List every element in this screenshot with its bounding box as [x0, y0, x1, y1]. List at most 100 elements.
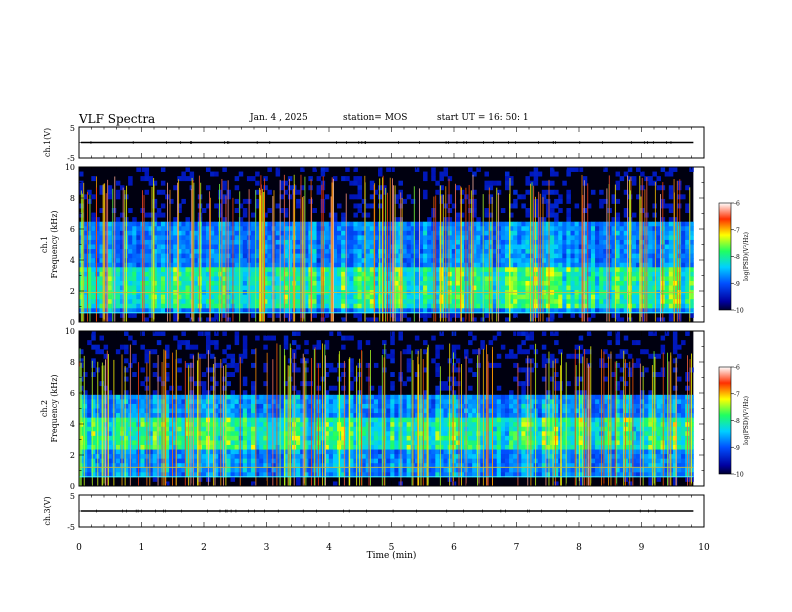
sferic-streak: [97, 361, 99, 486]
sferic-streak: [332, 178, 334, 322]
sferic-streak: [225, 195, 227, 322]
sferic-streak: [343, 360, 345, 486]
sferic-streak: [623, 350, 625, 486]
sferic-streak: [107, 179, 109, 322]
sferic-streak: [470, 190, 472, 322]
y-tick-label: 0: [70, 318, 75, 327]
sferic-streak: [80, 362, 82, 486]
sferic-streak: [491, 346, 493, 486]
sferic-streak: [169, 189, 171, 322]
sferic-streak: [207, 350, 209, 486]
sferic-streak: [311, 197, 313, 322]
sferic-streak: [310, 179, 312, 322]
sferic-streak: [392, 178, 393, 322]
sferic-streak: [178, 179, 180, 322]
sferic-streak: [625, 359, 626, 486]
sferic-streak: [304, 357, 305, 486]
x-tick-label: 6: [451, 543, 457, 553]
sferic-streak: [455, 183, 456, 322]
y-axis-label-frequency: Frequency (kHz): [50, 374, 59, 442]
sferic-streak: [263, 194, 265, 322]
sferic-streak: [321, 184, 323, 322]
sferic-streak: [667, 352, 668, 486]
sferic-streak: [477, 355, 478, 486]
sferic-streak: [627, 175, 628, 322]
sferic-streak: [200, 182, 202, 322]
sferic-streak: [172, 352, 173, 486]
sferic-streak: [691, 353, 692, 486]
sferic-streak: [496, 187, 498, 322]
sferic-streak: [660, 194, 661, 322]
sferic-streak: [113, 359, 115, 486]
sferic-streak: [272, 196, 274, 322]
sferic-streak: [317, 363, 319, 486]
station-label: station= MOS: [343, 113, 408, 123]
sferic-streak: [530, 358, 532, 486]
ch2-spectrogram-image: [79, 331, 694, 487]
sferic-streak: [654, 181, 656, 322]
sferic-streak: [322, 343, 323, 486]
sferic-streak: [449, 343, 451, 486]
sferic-streak: [95, 187, 97, 322]
sferic-streak: [387, 192, 388, 322]
sferic-streak: [263, 192, 264, 322]
sferic-streak: [412, 359, 414, 486]
sferic-streak: [122, 187, 124, 322]
sferic-streak: [608, 356, 609, 486]
y-axis-label-channel: ch.2: [40, 400, 49, 417]
colorbar-tick-label: -10: [734, 308, 744, 315]
sferic-streak: [239, 191, 241, 322]
sferic-streak: [460, 187, 462, 322]
sferic-streak: [642, 365, 644, 486]
sferic-streak: [498, 192, 500, 322]
x-tick-label: 7: [514, 543, 520, 553]
colorbar: [718, 366, 732, 475]
sferic-streak: [261, 188, 263, 322]
sferic-streak: [221, 178, 223, 322]
sferic-streak: [83, 182, 85, 322]
sferic-streak: [279, 344, 281, 486]
sferic-streak: [103, 365, 105, 486]
sferic-streak: [239, 357, 241, 486]
sferic-streak: [653, 351, 655, 486]
sferic-streak: [639, 175, 641, 322]
sferic-streak: [427, 344, 429, 486]
sferic-streak: [640, 196, 642, 322]
colorbar-tick-label: -9: [734, 281, 740, 288]
sferic-streak: [255, 190, 257, 322]
sferic-streak: [509, 193, 511, 322]
sferic-streak: [393, 185, 394, 322]
sferic-streak: [322, 176, 324, 322]
sferic-streak: [212, 363, 214, 486]
sferic-streak: [488, 187, 490, 322]
sferic-streak: [368, 363, 370, 486]
sferic-streak: [105, 359, 106, 486]
sferic-streak: [284, 355, 286, 486]
ch1-spectrogram-image: [79, 167, 694, 323]
y-tick-label: 4: [70, 256, 75, 265]
sferic-streak: [83, 355, 85, 486]
sferic-streak: [232, 197, 234, 322]
sferic-streak: [370, 350, 371, 486]
x-tick-label: 1: [139, 543, 145, 553]
sferic-streak: [266, 352, 268, 486]
sferic-streak: [426, 347, 428, 486]
sferic-streak: [662, 352, 664, 486]
sferic-streak: [491, 197, 493, 322]
sferic-streak: [313, 348, 315, 486]
colorbar-tick-label: -6: [734, 201, 740, 208]
sferic-streak: [138, 362, 139, 486]
sferic-streak: [192, 355, 194, 486]
sferic-streak: [157, 355, 159, 486]
sferic-streak: [651, 365, 653, 486]
sferic-streak: [177, 182, 179, 322]
y-tick-label: 10: [65, 163, 75, 172]
sferic-streak: [349, 357, 351, 486]
y-tick-label: 5: [70, 492, 75, 501]
sferic-streak: [345, 193, 347, 322]
y-tick-label: 8: [70, 358, 75, 367]
sferic-streak: [324, 344, 326, 486]
sferic-streak: [440, 195, 442, 322]
sferic-streak: [578, 345, 580, 486]
sferic-streak: [255, 348, 257, 486]
